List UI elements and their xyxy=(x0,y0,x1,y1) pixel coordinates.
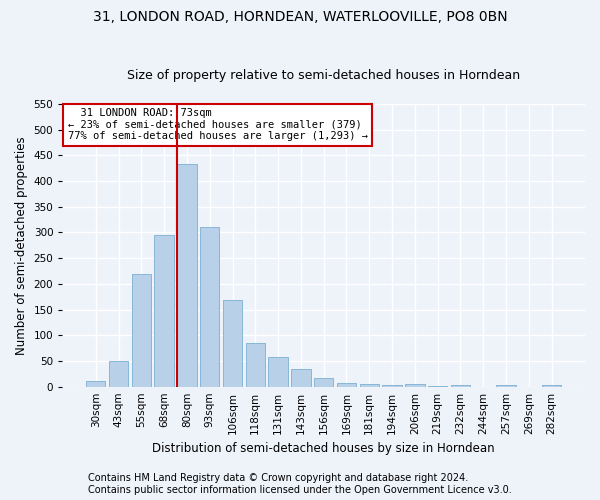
Bar xyxy=(542,385,561,386)
X-axis label: Distribution of semi-detached houses by size in Horndean: Distribution of semi-detached houses by … xyxy=(152,442,495,455)
Bar xyxy=(177,164,197,386)
Bar xyxy=(314,378,334,386)
Text: Contains HM Land Registry data © Crown copyright and database right 2024.
Contai: Contains HM Land Registry data © Crown c… xyxy=(88,474,512,495)
Text: 31, LONDON ROAD, HORNDEAN, WATERLOOVILLE, PO8 0BN: 31, LONDON ROAD, HORNDEAN, WATERLOOVILLE… xyxy=(92,10,508,24)
Bar xyxy=(451,385,470,386)
Bar xyxy=(337,382,356,386)
Bar xyxy=(291,369,311,386)
Text: 31 LONDON ROAD: 73sqm
← 23% of semi-detached houses are smaller (379)
77% of sem: 31 LONDON ROAD: 73sqm ← 23% of semi-deta… xyxy=(68,108,368,142)
Bar xyxy=(496,385,515,386)
Bar xyxy=(405,384,425,386)
Bar xyxy=(359,384,379,386)
Bar xyxy=(268,357,288,386)
Bar xyxy=(223,300,242,386)
Bar xyxy=(382,385,402,386)
Y-axis label: Number of semi-detached properties: Number of semi-detached properties xyxy=(15,136,28,354)
Bar xyxy=(245,343,265,386)
Title: Size of property relative to semi-detached houses in Horndean: Size of property relative to semi-detach… xyxy=(127,69,520,82)
Bar xyxy=(131,274,151,386)
Bar xyxy=(109,362,128,386)
Bar xyxy=(86,380,106,386)
Bar xyxy=(200,227,220,386)
Bar xyxy=(154,235,174,386)
